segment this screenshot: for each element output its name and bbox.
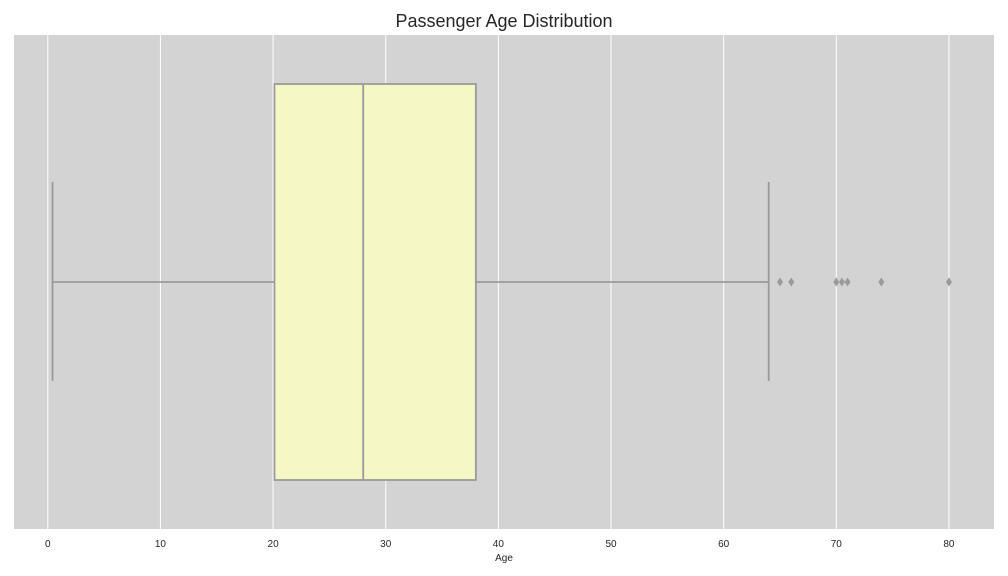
outlier-point (844, 277, 851, 287)
outlier-layer (776, 277, 952, 287)
x-tick-labels: 0 10 20 30 40 50 60 70 80 (45, 539, 955, 550)
outlier-point (838, 277, 845, 287)
x-tick-label: 60 (718, 539, 730, 550)
x-tick-label: 50 (605, 539, 617, 550)
x-axis-label: Age (495, 553, 513, 564)
box-layer (51, 83, 770, 481)
x-tick-label: 40 (493, 539, 505, 550)
x-tick-label: 0 (45, 539, 51, 550)
x-tick-label: 10 (155, 539, 167, 550)
outlier-point (945, 277, 952, 287)
outlier-point (878, 277, 885, 287)
x-tick-label: 30 (380, 539, 392, 550)
chart-title: Passenger Age Distribution (395, 11, 612, 31)
iqr-box (273, 83, 477, 481)
outlier-point (833, 277, 840, 287)
outlier-point (776, 277, 783, 287)
x-tick-label: 80 (943, 539, 955, 550)
x-tick-label: 70 (831, 539, 843, 550)
x-tick-label: 20 (268, 539, 280, 550)
outlier-point (788, 277, 795, 287)
